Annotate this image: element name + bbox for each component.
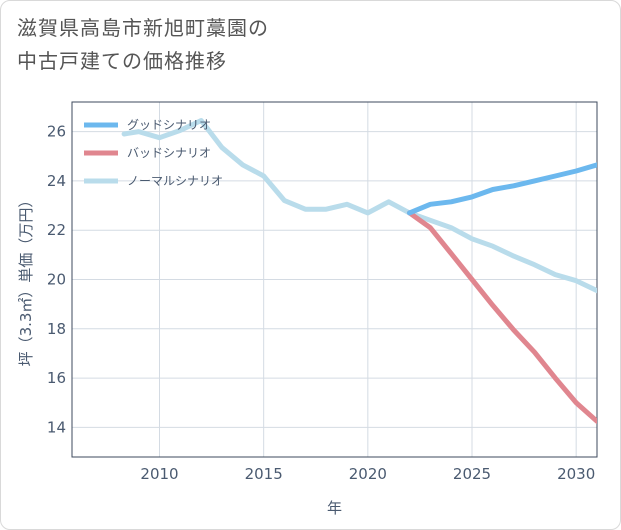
x-tick-label: 2030 (557, 465, 595, 483)
series-line-1 (407, 210, 597, 424)
title-line-2: 中古戸建ての価格推移 (17, 49, 227, 73)
legend-label-0: グッドシナリオ (127, 118, 211, 132)
y-tick-label: 20 (47, 271, 66, 289)
y-tick-label: 16 (47, 369, 66, 387)
y-axis-title: 坪（3.3㎡）単価（万円） (17, 193, 35, 367)
plot-border (71, 101, 598, 458)
y-tick-label: 14 (47, 418, 66, 436)
x-tick-label: 2015 (245, 465, 283, 483)
x-tick-label: 2025 (453, 465, 491, 483)
x-axis-title: 年 (327, 499, 342, 517)
x-tick-label: 2020 (349, 465, 387, 483)
y-tick-label: 24 (47, 172, 66, 190)
series-line-0 (407, 162, 597, 216)
page-title: 滋賀県高島市新旭町藁園の 中古戸建ての価格推移 (17, 12, 269, 78)
legend-label-1: バッドシナリオ (127, 146, 211, 160)
series-lines (121, 118, 597, 424)
y-tick-label: 18 (47, 320, 66, 338)
tick-labels: 2010 2015 2020 2025 2030 14 16 18 20 22 24 26 (47, 123, 595, 483)
legend-label-2: ノーマルシナリオ (127, 174, 223, 188)
y-tick-label: 26 (47, 123, 66, 141)
y-tick-label: 22 (47, 221, 66, 239)
title-line-1: 滋賀県高島市新旭町藁園の (17, 16, 269, 40)
series-line-2 (121, 118, 597, 294)
x-tick-label: 2010 (140, 465, 178, 483)
